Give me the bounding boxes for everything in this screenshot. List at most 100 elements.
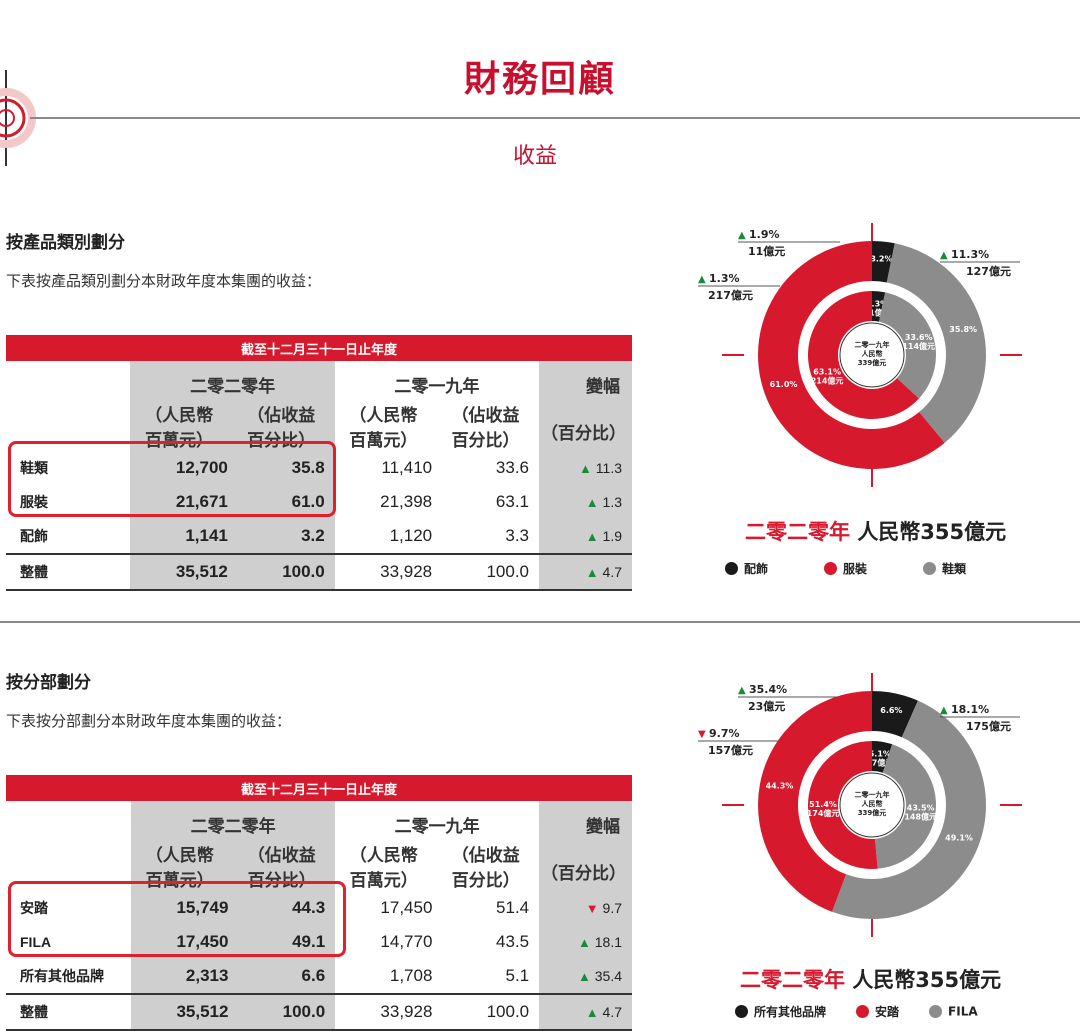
legend-dot-icon: [824, 562, 838, 575]
change-header: 變幅: [539, 361, 632, 401]
slice-label: 35.8%: [949, 325, 977, 334]
arrow-up-icon: ▲: [577, 969, 591, 984]
donut-center-text: 人民幣: [862, 349, 883, 358]
callout-amount: 175億元: [966, 719, 1011, 733]
slice-label: 3.3%: [866, 299, 888, 308]
arrow-down-icon: ▼: [585, 901, 599, 916]
legend-dot-icon: [929, 1005, 943, 1019]
callout-pct: 35.4%: [749, 683, 787, 696]
cell-pct-2020: 6.6: [228, 959, 336, 994]
legend-item: FILA: [929, 1004, 978, 1019]
change-value: 11.3: [595, 460, 622, 476]
cell-change: ▲ 11.3: [539, 451, 632, 485]
table-row: 所有其他品牌 2,313 6.6 1,708 5.1 ▲ 35.4: [6, 959, 632, 994]
cell-change: ▲ 18.1: [539, 925, 632, 959]
donut-slice: [872, 691, 918, 738]
cell-rmb-2020: 21,671: [130, 485, 228, 519]
slice-label: 33.6%: [905, 333, 933, 342]
cell-rmb-2020: 15,749: [131, 891, 229, 925]
table-row: 服裝 21,671 61.0 21,398 63.1 ▲ 1.3: [6, 485, 632, 519]
slice-sub-label: 17億元: [866, 758, 893, 768]
legend-label: 服裝: [843, 562, 868, 576]
arrow-up-icon: ▲: [585, 565, 599, 580]
callout-pct: 1.3%: [709, 272, 740, 285]
slice-label: 63.1%: [813, 368, 841, 377]
change-value: 35.4: [594, 968, 622, 984]
arrow-up-icon: ▲: [585, 529, 599, 544]
donut-center-text: 二零一九年: [855, 790, 890, 799]
donut-slice: [808, 741, 878, 869]
table-row: 鞋類 12,700 35.8 11,410 33.6 ▲ 11.3: [6, 451, 632, 485]
table-row: 安踏 15,749 44.3 17,450 51.4 ▼ 9.7: [6, 891, 632, 925]
col-rmb-2019: （人民幣 百萬元）: [349, 406, 418, 450]
table-row-total: 整體 35,512 100.0 33,928 100.0 ▲ 4.7: [6, 993, 632, 1031]
cell-change: ▲ 1.3: [539, 485, 632, 519]
row-label: 所有其他品牌: [20, 968, 104, 984]
page-subtitle: 收益: [512, 144, 557, 169]
segment-donut-chart: 6.6% 49.1% 44.3% 5.1%17億元 43.5%148億元 51.4%174…: [698, 673, 1022, 937]
cell-rmb-2020: 2,313: [131, 959, 229, 994]
product-revenue-table: 截至十二月三十一日止年度 二零二零年 二零一九年 變幅 （人民幣 百萬元） （佔…: [6, 335, 632, 591]
product-donut-legend: 配飾 服裝 鞋類: [725, 560, 1025, 577]
change-value: 9.7: [602, 900, 622, 916]
segment-revenue-table: 截至十二月三十一日止年度 二零二零年 二零一九年 變幅 （人民幣 百萬元） （佔…: [6, 775, 632, 1031]
change-value: 18.1: [594, 934, 622, 950]
change-value: 1.9: [602, 528, 622, 544]
cell-pct-2020: 44.3: [228, 891, 336, 925]
legend-item: 所有其他品牌: [735, 1003, 826, 1020]
cell-rmb-2019: 21,398: [380, 492, 433, 511]
section-divider: [0, 621, 1080, 623]
cell-rmb-2020: 17,450: [131, 925, 229, 959]
slice-label: 51.4%: [809, 800, 837, 809]
cell-rmb-2019: 14,770: [380, 932, 433, 951]
cell-pct-2020: 49.1: [228, 925, 336, 959]
callout-pct: 11.3%: [951, 248, 989, 261]
cell-pct-2019: 100.0: [432, 553, 539, 591]
donut-caption-total: 人民幣355億元: [857, 520, 1007, 544]
row-label: 配飾: [20, 528, 48, 544]
arrow-up-icon: ▲: [698, 274, 706, 285]
segment-description: 下表按分部劃分本財政年度本集團的收益：: [6, 712, 292, 730]
donut-slice: [872, 741, 893, 773]
donut-caption-year: 二零二零年: [740, 968, 845, 992]
legend-dot-icon: [735, 1005, 748, 1018]
product-donut-chart: 3.2%35.8%61.0%3.3%11億元33.6%114億元63.1%214…: [698, 223, 1022, 487]
legend-label: 鞋類: [942, 562, 967, 576]
donut-caption: 二零二零年 人民幣355億元: [740, 964, 1001, 994]
legend-item: 安踏: [856, 1003, 899, 1020]
donut-slice: [872, 241, 895, 283]
arrow-up-icon: ▲: [579, 461, 592, 476]
row-label: 安踏: [20, 900, 48, 916]
donut-slice: [878, 292, 936, 399]
slice-label: 49.1%: [945, 833, 973, 842]
donut-center-text: 二零一九年: [855, 340, 890, 349]
slice-label: 5.1%: [869, 750, 891, 759]
cell-rmb-2019: 1,120: [389, 526, 433, 545]
callout-pct: 9.7%: [709, 727, 740, 740]
legend-dot-icon: [725, 562, 738, 575]
slice-sub-label: 114億元: [902, 341, 935, 351]
cell-rmb-2020: 1,141: [130, 519, 228, 554]
cell-pct-2019: 3.3: [505, 526, 529, 545]
slice-label: 43.5%: [907, 804, 935, 813]
period-header: 截至十二月三十一日止年度: [6, 335, 632, 361]
donut-center-text: 339億元: [858, 808, 887, 817]
legend-item: 鞋類: [923, 560, 966, 577]
col-change-unit: （百分比）: [539, 401, 632, 451]
change-value: 4.7: [602, 564, 622, 580]
arrow-up-icon: ▲: [585, 495, 599, 510]
donut-slice: [872, 291, 886, 322]
callout-amount: 23億元: [748, 699, 785, 713]
callout-amount: 217億元: [708, 288, 753, 302]
slice-sub-label: 214億元: [811, 376, 844, 386]
slice-label: 44.3%: [766, 781, 794, 790]
cell-change: ▲ 35.4: [539, 959, 632, 994]
callout-amount: 127億元: [966, 264, 1011, 278]
page-title: 財務回顧: [463, 59, 616, 100]
cell-pct-2019: 33.6: [495, 458, 529, 477]
cell-change: ▲ 4.7: [539, 993, 632, 1031]
cell-change: ▲ 1.9: [539, 519, 632, 554]
change-value: 4.7: [602, 1004, 622, 1020]
legend-item: 配飾: [725, 560, 768, 577]
slice-sub-label: 11億元: [864, 307, 891, 317]
